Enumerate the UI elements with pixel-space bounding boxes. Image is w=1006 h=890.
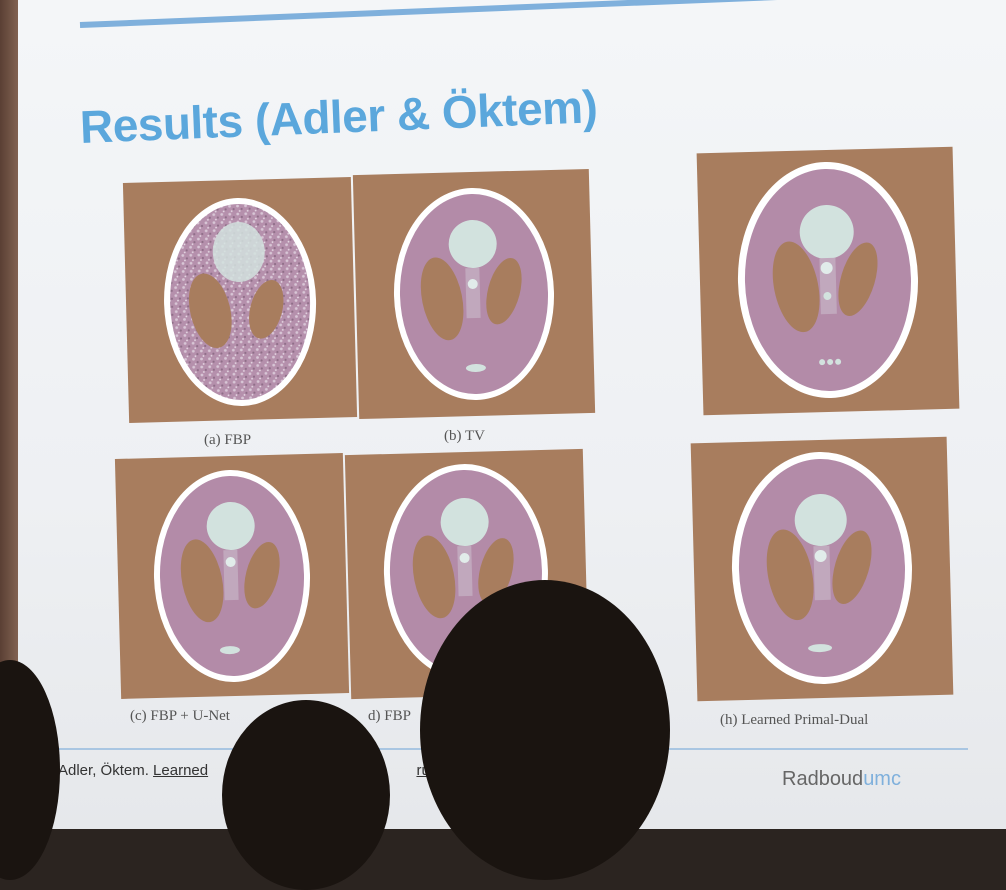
phantom-truth-image xyxy=(737,162,918,398)
phantom-tv-image xyxy=(393,188,555,400)
slide-title: Results (Adler & Öktem) xyxy=(78,80,599,153)
logo-main-text: Radboud xyxy=(782,768,864,790)
caption-fbp-unet: (c) FBP + U-Net xyxy=(130,708,230,724)
presentation-slide: Results (Adler & Öktem) xyxy=(18,0,1006,829)
citation-link: Learned xyxy=(153,762,209,779)
phantom-primal-dual-image xyxy=(731,452,912,684)
phantom-fbp-image xyxy=(164,198,317,406)
caption-fbp: (a) FBP xyxy=(204,432,252,448)
phantom-unet-image xyxy=(153,470,311,682)
panel-tv xyxy=(352,168,596,420)
panel-fbp-unet xyxy=(114,453,350,699)
screen-edge xyxy=(0,0,22,829)
panel-primal-dual xyxy=(690,436,954,702)
panel-ground-truth xyxy=(696,146,960,416)
logo-suffix-text: umc xyxy=(863,768,901,790)
audience-head-middle xyxy=(222,700,390,890)
caption-primal-dual: (h) Learned Primal-Dual xyxy=(720,712,869,728)
audience-head-center xyxy=(420,580,670,880)
citation-author: Adler, Öktem. xyxy=(58,762,149,779)
top-divider xyxy=(79,0,970,28)
caption-fbp-d: d) FBP xyxy=(368,708,411,724)
panel-fbp xyxy=(122,177,358,423)
caption-tv: (b) TV xyxy=(444,428,485,444)
radboudumc-logo: Radboudumc xyxy=(782,768,901,791)
